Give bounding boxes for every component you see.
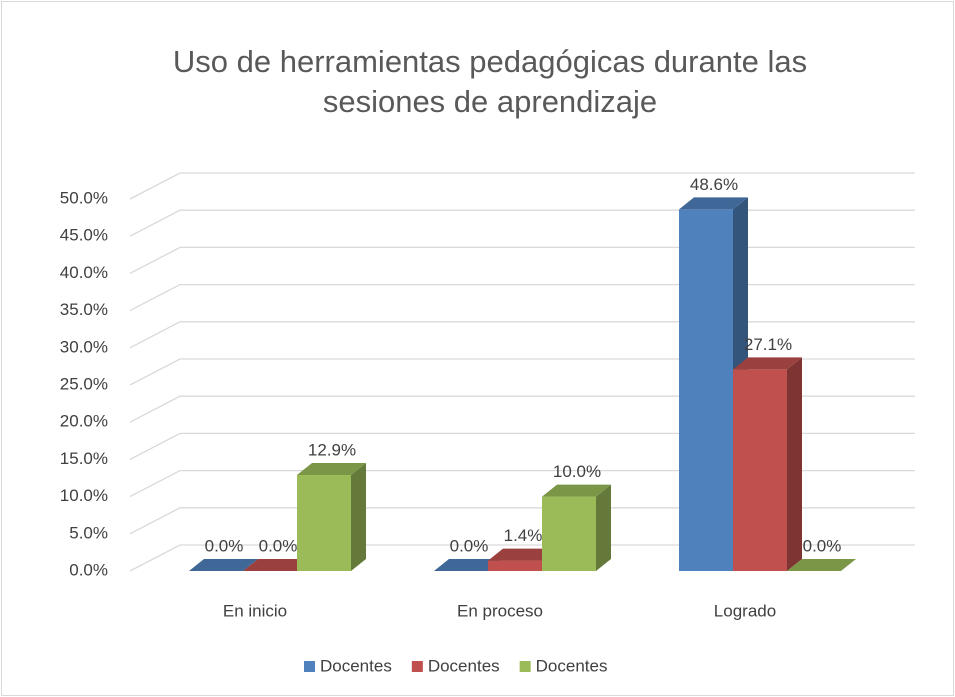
grid-line <box>129 246 915 274</box>
bar-top <box>297 463 366 476</box>
y-tick-label: 25.0% <box>60 374 108 393</box>
bar-top <box>733 357 802 370</box>
bar <box>297 475 351 571</box>
grid-line <box>129 321 915 349</box>
bar-top <box>243 559 312 571</box>
value-label: 48.6% <box>690 175 738 194</box>
y-tick-label: 5.0% <box>69 523 108 542</box>
bar <box>542 496 596 571</box>
legend-swatch <box>411 661 423 672</box>
bar-side <box>596 484 611 571</box>
value-label: 0.0% <box>803 536 842 555</box>
value-label: 10.0% <box>553 462 601 481</box>
bar-side <box>351 463 366 571</box>
legend-label: Docentes <box>320 656 392 675</box>
legend-label: Docentes <box>536 656 608 675</box>
value-label: 27.1% <box>744 335 792 354</box>
bar-top <box>787 559 856 571</box>
grid-line <box>129 395 915 423</box>
y-tick-label: 40.0% <box>60 263 108 282</box>
grid-line <box>129 209 915 237</box>
bar <box>679 209 733 571</box>
x-tick-label: Logrado <box>714 601 776 620</box>
grid-line <box>129 432 915 460</box>
legend-swatch <box>304 661 315 672</box>
chart-title: Uso de herramientas pedagógicas durante … <box>172 44 808 119</box>
grid-line <box>129 544 915 572</box>
y-tick-label: 35.0% <box>60 300 108 319</box>
value-label: 0.0% <box>450 536 489 555</box>
bar-top <box>488 548 557 561</box>
y-tick-label: 50.0% <box>60 188 108 207</box>
value-label: 12.9% <box>308 441 356 460</box>
y-tick-label: 15.0% <box>60 449 108 468</box>
grid-line <box>129 358 915 386</box>
legend-label: Docentes <box>428 656 500 675</box>
grid-line <box>129 469 915 498</box>
value-label: 0.0% <box>205 536 244 555</box>
bar-top <box>189 559 258 571</box>
x-tick-label: En proceso <box>457 601 543 620</box>
y-tick-label: 10.0% <box>60 486 108 505</box>
y-tick-label: 30.0% <box>60 337 108 356</box>
legend-swatch <box>519 661 531 672</box>
value-label: 1.4% <box>504 526 543 545</box>
value-label: 0.0% <box>259 536 298 555</box>
x-tick-label: En inicio <box>223 601 287 620</box>
y-tick-label: 45.0% <box>60 226 108 245</box>
bar-side <box>787 357 802 571</box>
bar-top <box>679 197 748 210</box>
grid-line <box>129 507 915 535</box>
bar <box>733 369 787 571</box>
y-tick-label: 20.0% <box>60 412 108 431</box>
bar-top <box>434 559 503 571</box>
y-tick-label: 0.0% <box>69 560 108 579</box>
grid-line <box>129 172 915 200</box>
bar-top <box>542 484 611 497</box>
grid-line <box>129 283 915 312</box>
bar <box>488 560 542 571</box>
